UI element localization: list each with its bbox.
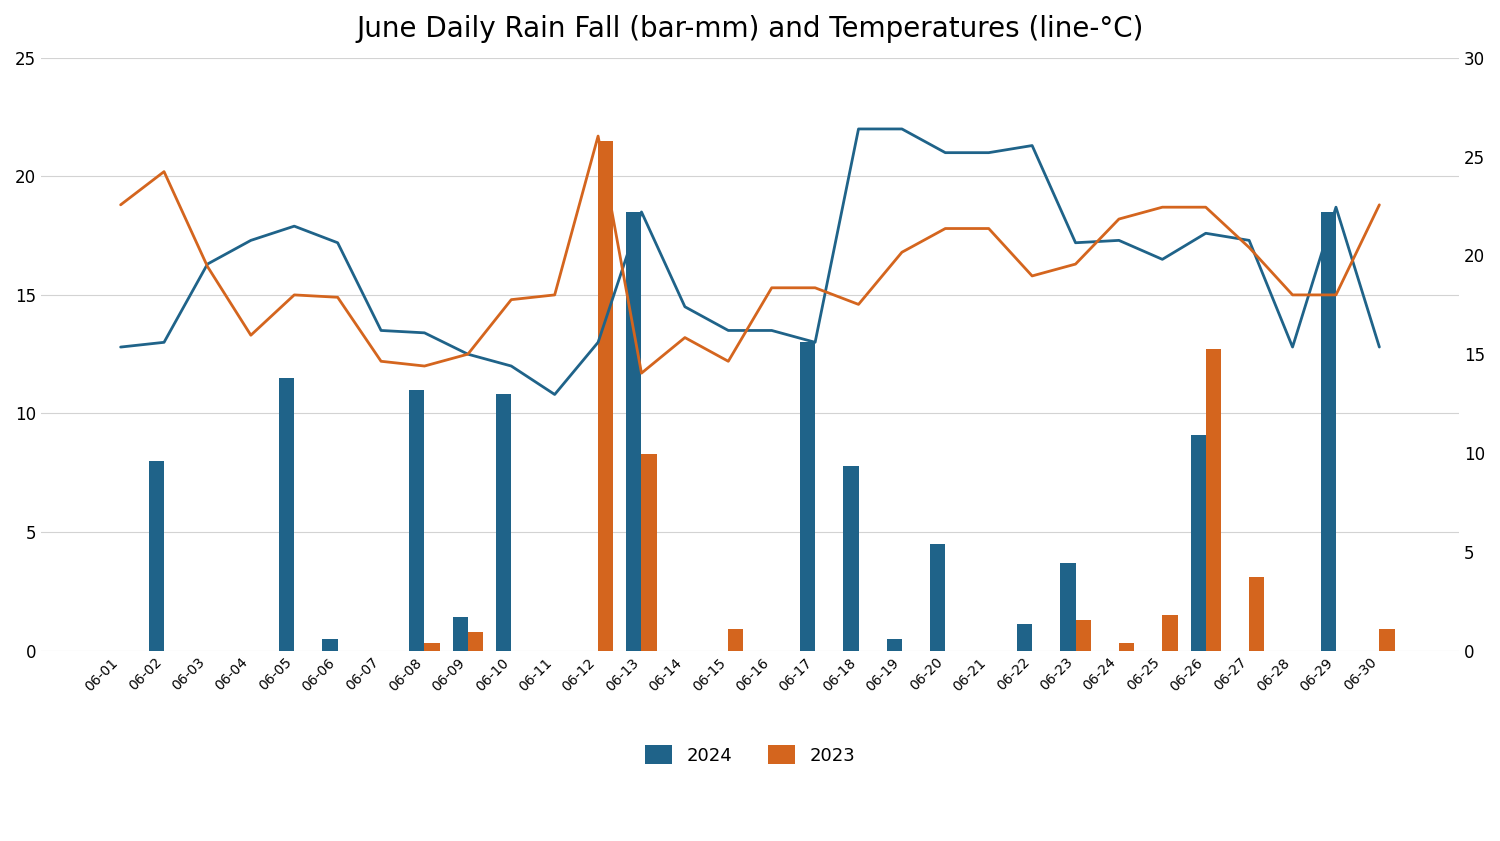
Bar [1017, 624, 1032, 650]
Bar [148, 461, 164, 650]
Bar [279, 378, 294, 650]
Bar [496, 394, 512, 650]
Title: June Daily Rain Fall (bar-mm) and Temperatures (line-°C): June Daily Rain Fall (bar-mm) and Temper… [357, 15, 1143, 43]
Bar [424, 643, 439, 650]
Bar [930, 544, 945, 650]
Bar [453, 617, 468, 650]
Bar [800, 342, 814, 650]
Bar [843, 466, 858, 650]
Bar [1076, 620, 1090, 650]
Bar [1060, 563, 1076, 650]
Bar [642, 454, 657, 650]
Bar [886, 638, 902, 650]
Bar [598, 140, 613, 650]
Bar [1380, 629, 1395, 650]
Bar [410, 389, 424, 650]
Bar [1162, 615, 1178, 650]
Bar [1119, 643, 1134, 650]
Bar [1191, 435, 1206, 650]
Legend: 2024, 2023: 2024, 2023 [638, 738, 862, 772]
Bar [1250, 577, 1264, 650]
Bar [1206, 349, 1221, 650]
Bar [627, 212, 642, 650]
Bar [1322, 212, 1336, 650]
Bar [468, 632, 483, 650]
Bar [729, 629, 744, 650]
Bar [322, 638, 338, 650]
